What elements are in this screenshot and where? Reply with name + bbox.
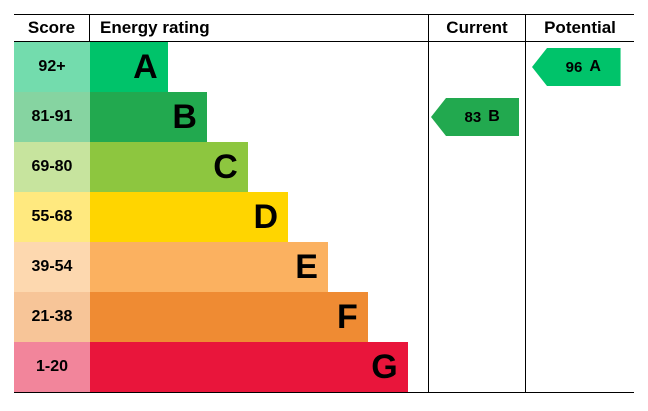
- potential-cell: [525, 292, 634, 342]
- current-cell: [428, 292, 525, 342]
- band-letter: B: [172, 98, 197, 136]
- rating-cell: E: [90, 242, 428, 292]
- current-cell: 83 B: [428, 92, 525, 142]
- current-arrow: 83 B: [431, 98, 520, 136]
- score-cell: 69-80: [14, 142, 90, 192]
- rating-cell: F: [90, 292, 428, 342]
- header-potential: Potential: [525, 15, 634, 41]
- rating-bar: G: [90, 342, 408, 392]
- rating-bar: F: [90, 292, 368, 342]
- band-letter: E: [295, 248, 318, 286]
- band-row-b: 81-91 B 83 B: [14, 92, 634, 142]
- band-row-e: 39-54 E: [14, 242, 634, 292]
- header-score: Score: [14, 15, 90, 41]
- rating-bar: C: [90, 142, 248, 192]
- current-cell: [428, 342, 525, 392]
- rating-cell: C: [90, 142, 428, 192]
- rating-cell: B: [90, 92, 428, 142]
- rating-bar: E: [90, 242, 328, 292]
- band-row-c: 69-80 C: [14, 142, 634, 192]
- potential-value: 96: [565, 58, 583, 76]
- header-energy-rating: Energy rating: [100, 18, 210, 37]
- current-letter: B: [488, 108, 500, 125]
- potential-cell: [525, 92, 634, 142]
- band-letter: A: [133, 48, 158, 86]
- potential-cell: [525, 142, 634, 192]
- band-row-g: 1-20 G: [14, 342, 634, 392]
- potential-cell: [525, 342, 634, 392]
- current-value: 83: [464, 108, 482, 126]
- current-cell: [428, 42, 525, 92]
- rating-bar: D: [90, 192, 289, 242]
- rating-bar: A: [90, 42, 168, 92]
- header-row: Score Energy rating Current Potential: [14, 15, 634, 42]
- current-cell: [428, 192, 525, 242]
- band-letter: C: [213, 148, 238, 186]
- score-cell: 81-91: [14, 92, 90, 142]
- score-cell: 55-68: [14, 192, 90, 242]
- band-letter: D: [253, 198, 279, 236]
- potential-cell: [525, 242, 634, 292]
- score-cell: 21-38: [14, 292, 90, 342]
- band-row-f: 21-38 F: [14, 292, 634, 342]
- current-cell: [428, 142, 525, 192]
- rating-bar: B: [90, 92, 207, 142]
- rating-cell: D: [90, 192, 428, 242]
- current-cell: [428, 242, 525, 292]
- potential-letter: A: [589, 58, 601, 75]
- epc-chart-body: Score Energy rating Current Potential 92…: [14, 14, 634, 393]
- score-cell: 92+: [14, 42, 90, 92]
- rating-cell: A: [90, 42, 428, 92]
- rating-cell: G: [90, 342, 428, 392]
- score-cell: 1-20: [14, 342, 90, 392]
- potential-cell: 96 A: [525, 42, 634, 92]
- potential-arrow: 96 A: [532, 48, 621, 86]
- band-letter: G: [371, 348, 398, 386]
- potential-cell: [525, 192, 634, 242]
- band-row-a: 92+ A 96 A: [14, 42, 634, 92]
- band-letter: F: [337, 298, 358, 336]
- band-row-d: 55-68 D: [14, 192, 634, 242]
- header-current: Current: [428, 15, 525, 41]
- score-cell: 39-54: [14, 242, 90, 292]
